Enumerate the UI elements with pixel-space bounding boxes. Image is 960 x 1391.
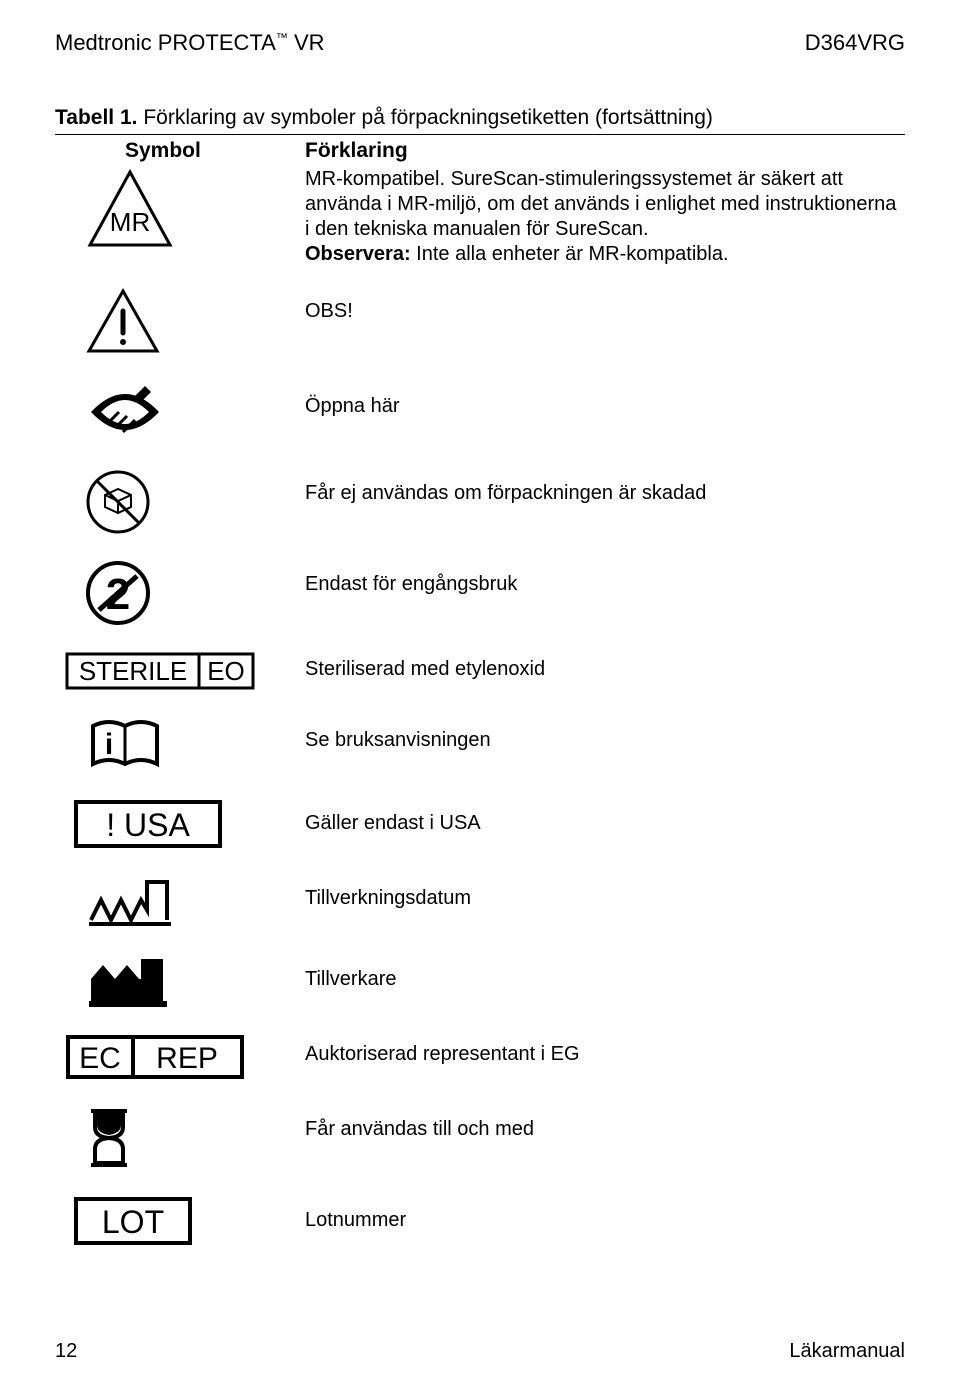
rep-label: REP: [156, 1042, 218, 1075]
mr-obs-label: Observera:: [305, 243, 411, 265]
open-here-icon: [85, 382, 165, 444]
row-mr: MR MR-kompatibel. SureScan-stimuleringss…: [55, 167, 905, 267]
row-sterile: STERILE EO Steriliserad med etylenoxid: [55, 651, 905, 696]
row-ec-rep: EC REP Auktoriserad representant i EG: [55, 1034, 905, 1085]
header-model: D364VRG: [805, 30, 905, 56]
consult-manual-icon: i: [85, 716, 165, 774]
description-cell: Endast för engångsbruk: [295, 560, 905, 597]
header-product-prefix: Medtronic PROTECTA: [55, 30, 276, 55]
sterile-label: STERILE: [79, 656, 187, 686]
single-use-icon: 2: [85, 560, 151, 626]
row-lot: LOT Lotnummer: [55, 1196, 905, 1251]
description-cell: Se bruksanvisningen: [295, 716, 905, 753]
mr-text-line1: MR-kompatibel. SureScan-stimuleringssyst…: [305, 168, 896, 240]
usa-label: ! USA: [106, 807, 190, 843]
lot-label: LOT: [102, 1204, 164, 1240]
warning-icon: [85, 287, 161, 357]
description-cell: Får ej användas om förpackningen är skad…: [295, 469, 905, 506]
use-by-icon: [85, 1105, 133, 1171]
table-caption-text: Förklaring av symboler på förpackningset…: [137, 106, 712, 129]
sterile-eo-label: EO: [207, 656, 245, 686]
row-manufacturer: Tillverkare: [55, 955, 905, 1014]
table-rule-top: [55, 134, 905, 135]
description-cell: Lotnummer: [295, 1196, 905, 1233]
symbol-cell: ! USA: [55, 799, 295, 854]
row-usa: ! USA Gäller endast i USA: [55, 799, 905, 854]
row-use-by: Får användas till och med: [55, 1105, 905, 1176]
symbol-cell: [55, 874, 295, 935]
row-single-use: 2 Endast för engångsbruk: [55, 560, 905, 631]
description-cell: OBS!: [295, 287, 905, 324]
symbol-cell: i: [55, 716, 295, 779]
row-mfg-date: Tillverkningsdatum: [55, 874, 905, 935]
symbol-cell: [55, 955, 295, 1014]
page-number: 12: [55, 1340, 77, 1363]
footer-doc-title: Läkarmanual: [789, 1340, 905, 1363]
table-caption-label: Tabell 1.: [55, 106, 137, 129]
manufacture-date-icon: [85, 874, 175, 930]
header-product-suffix: VR: [288, 30, 325, 55]
symbol-cell: LOT: [55, 1196, 295, 1251]
mr-obs-text: Inte alla enheter är MR-kompatibla.: [411, 243, 729, 265]
no-damaged-package-icon: [85, 469, 151, 535]
symbol-cell: STERILE EO: [55, 651, 295, 696]
table-caption: Tabell 1. Förklaring av symboler på förp…: [55, 106, 905, 130]
header-left: Medtronic PROTECTA™ VR: [55, 30, 325, 56]
page-footer: 12 Läkarmanual: [55, 1340, 905, 1363]
mr-safe-icon: MR: [85, 167, 175, 252]
description-cell: Gäller endast i USA: [295, 799, 905, 836]
col-explanation: Förklaring: [295, 139, 905, 163]
page: Medtronic PROTECTA™ VR D364VRG Tabell 1.…: [0, 0, 960, 1391]
description-cell: Auktoriserad representant i EG: [295, 1034, 905, 1067]
manual-label: i: [105, 728, 113, 761]
ec-rep-icon: EC REP: [65, 1034, 245, 1080]
trademark-symbol: ™: [276, 31, 288, 45]
manufacturer-icon: [85, 955, 171, 1009]
ec-label: EC: [79, 1042, 121, 1075]
row-open-here: Öppna här: [55, 382, 905, 449]
description-cell: Får användas till och med: [295, 1105, 905, 1142]
symbol-cell: MR: [55, 167, 295, 257]
page-header: Medtronic PROTECTA™ VR D364VRG: [55, 30, 905, 56]
table-body: MR MR-kompatibel. SureScan-stimuleringss…: [55, 167, 905, 1271]
description-cell: Tillverkningsdatum: [295, 874, 905, 911]
symbol-cell: EC REP: [55, 1034, 295, 1085]
row-manual: i Se bruksanvisningen: [55, 716, 905, 779]
mr-label: MR: [110, 207, 150, 237]
row-warning: OBS!: [55, 287, 905, 362]
description-cell: Steriliserad med etylenoxid: [295, 651, 905, 682]
lot-number-icon: LOT: [73, 1196, 193, 1246]
usa-only-icon: ! USA: [73, 799, 223, 849]
symbol-cell: [55, 469, 295, 540]
symbol-cell: 2: [55, 560, 295, 631]
symbol-cell: [55, 1105, 295, 1176]
column-headers: Symbol Förklaring: [55, 139, 905, 163]
description-cell: Tillverkare: [295, 955, 905, 992]
col-symbol: Symbol: [55, 139, 295, 163]
row-no-damaged: Får ej användas om förpackningen är skad…: [55, 469, 905, 540]
symbol-cell: [55, 287, 295, 362]
symbol-cell: [55, 382, 295, 449]
description-cell: MR-kompatibel. SureScan-stimuleringssyst…: [295, 167, 905, 267]
description-cell: Öppna här: [295, 382, 905, 419]
sterile-eo-icon: STERILE EO: [65, 651, 255, 691]
